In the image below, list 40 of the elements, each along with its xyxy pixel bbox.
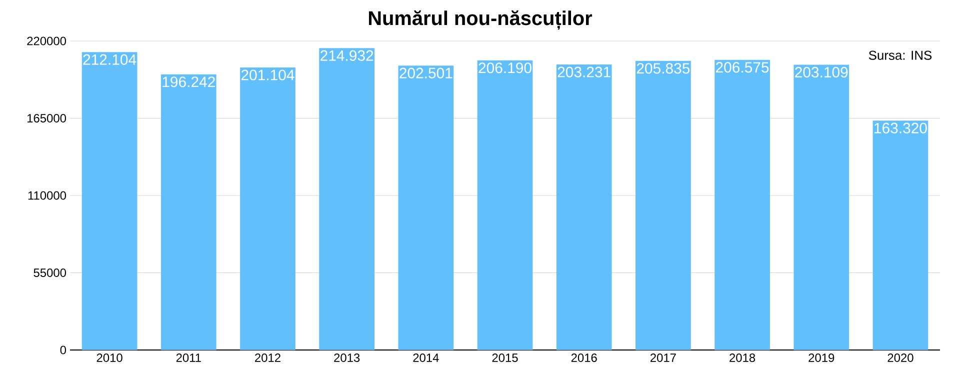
x-tick-label: 2011 (176, 354, 201, 362)
data-label: 202.501 (400, 68, 452, 78)
data-label: 196.242 (162, 76, 215, 88)
x-tick-label: 2012 (255, 354, 280, 362)
bar (240, 68, 296, 350)
data-label: 205.835 (636, 63, 690, 74)
data-label: 163.320 (874, 122, 927, 134)
chart-title: Numărul nou-născuților (368, 10, 592, 30)
bar (556, 64, 612, 350)
data-label: 203.231 (558, 66, 610, 78)
bar (82, 52, 138, 350)
x-tick-label: 2013 (334, 354, 360, 362)
bar (477, 60, 533, 350)
x-tick-label: 2019 (808, 354, 834, 362)
y-tick-label: 110000 (28, 191, 66, 200)
x-tick-label: 2014 (413, 354, 439, 362)
y-tick-label: 0 (60, 346, 66, 354)
data-label: 206.190 (478, 62, 532, 74)
x-tick-label: 2018 (730, 354, 756, 362)
bar (398, 66, 454, 350)
data-label: 203.109 (795, 66, 848, 78)
x-tick-label: 2010 (96, 354, 122, 362)
annotation: Sursa: INS (868, 50, 932, 60)
bar (872, 120, 928, 350)
data-label: 206.575 (716, 62, 769, 73)
y-tick-label: 55000 (34, 268, 66, 277)
y-tick-label: 165000 (28, 114, 66, 122)
data-label: 201.104 (241, 70, 294, 80)
x-tick-label: 2020 (888, 354, 914, 362)
bar (160, 74, 216, 350)
x-tick-label: 2015 (492, 354, 518, 362)
bar (636, 60, 691, 350)
data-label: 214.932 (320, 50, 374, 61)
bar (319, 48, 375, 350)
x-tick-label: 2016 (571, 354, 597, 362)
bar (794, 64, 850, 350)
y-tick-label: 220000 (27, 36, 66, 46)
x-tick-label: 2017 (650, 354, 676, 362)
bar (714, 60, 770, 350)
data-label: 212.104 (83, 54, 136, 65)
